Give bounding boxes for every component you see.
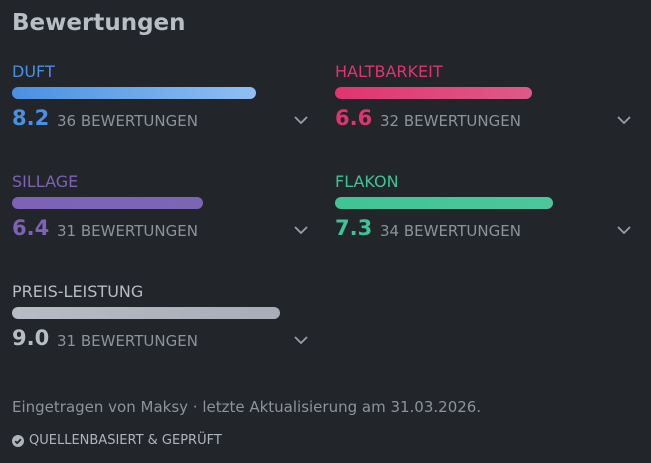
check-icon [12, 434, 24, 447]
rating-bar [335, 197, 553, 209]
rating-item: HALTBARKEIT 6.6 32 BEWERTUNGEN [335, 62, 635, 162]
expand-toggle[interactable] [293, 220, 309, 239]
chevron-icon [294, 336, 308, 345]
rating-count: 31 BEWERTUNGEN [57, 332, 198, 350]
rating-item: FLAKON 7.3 34 BEWERTUNGEN [335, 172, 635, 272]
rating-count: 31 BEWERTUNGEN [57, 222, 198, 240]
expand-toggle[interactable] [616, 110, 632, 129]
rating-count: 36 BEWERTUNGEN [57, 112, 198, 130]
chevron-icon [294, 116, 308, 125]
rating-score: 7.3 [335, 216, 373, 240]
rating-bar [335, 87, 532, 99]
rating-item: SILLAGE 6.4 31 BEWERTUNGEN [12, 172, 312, 272]
rating-score: 8.2 [12, 106, 50, 130]
rating-label: DUFT [12, 62, 55, 81]
badge-text: QUELLENBASIERT & GEPRÜFT [29, 433, 222, 448]
rating-item: DUFT 8.2 36 BEWERTUNGEN [12, 62, 312, 162]
rating-bar [12, 307, 281, 319]
section-title: Bewertungen [12, 10, 186, 36]
expand-toggle[interactable] [293, 330, 309, 349]
rating-label: FLAKON [335, 172, 399, 191]
chevron-icon [617, 226, 631, 235]
rating-count: 32 BEWERTUNGEN [380, 112, 521, 130]
rating-score: 6.4 [12, 216, 50, 240]
expand-toggle[interactable] [616, 220, 632, 239]
chevron-icon [294, 226, 308, 235]
rating-item: PREIS-LEISTUNG 9.0 31 BEWERTUNGEN [12, 282, 312, 382]
rating-score: 9.0 [12, 326, 50, 350]
expand-toggle[interactable] [293, 110, 309, 129]
verified-badge: QUELLENBASIERT & GEPRÜFT [12, 433, 222, 448]
chevron-icon [617, 116, 631, 125]
rating-label: PREIS-LEISTUNG [12, 282, 144, 301]
rating-count: 34 BEWERTUNGEN [380, 222, 521, 240]
rating-label: HALTBARKEIT [335, 62, 443, 81]
rating-label: SILLAGE [12, 172, 79, 191]
rating-score: 6.6 [335, 106, 373, 130]
rating-bar [12, 197, 203, 209]
rating-bar [12, 87, 257, 99]
footer-note: Eingetragen von Maksy · letzte Aktualisi… [12, 398, 482, 416]
